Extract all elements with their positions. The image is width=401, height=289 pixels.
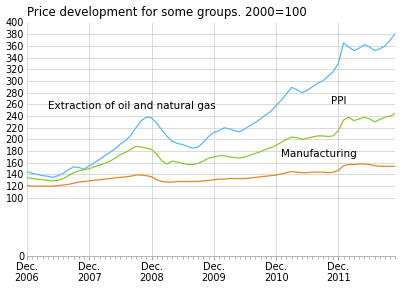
Text: Extraction of oil and natural gas: Extraction of oil and natural gas bbox=[48, 101, 215, 111]
Text: Price development for some groups. 2000=100: Price development for some groups. 2000=… bbox=[27, 5, 307, 18]
Text: Manufacturing: Manufacturing bbox=[281, 149, 357, 159]
Text: PPI: PPI bbox=[330, 96, 346, 106]
